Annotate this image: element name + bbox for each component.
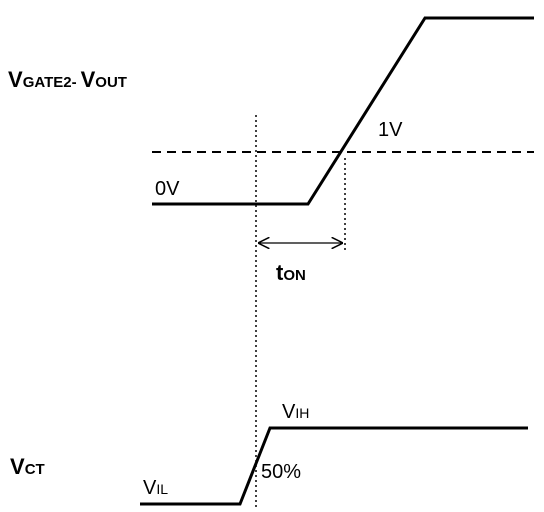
name-sub: IH	[295, 405, 309, 421]
low-label: 0V	[155, 178, 180, 200]
name-part: t	[276, 260, 284, 285]
name-part: V	[282, 401, 296, 423]
vih-label: VIH	[282, 401, 309, 423]
ct-name: VCT	[10, 454, 45, 479]
name-sub: OUT	[95, 74, 127, 91]
name-part: V	[143, 477, 157, 499]
name-sub: IL	[156, 481, 168, 497]
name-part: V	[81, 67, 96, 92]
name-part: V	[8, 67, 23, 92]
name-sub: CT	[25, 461, 45, 478]
name-sub: GATE2-	[23, 74, 77, 91]
vil-label: VIL	[143, 477, 168, 499]
name-part: V	[10, 454, 25, 479]
top-signal-name: VGATE2- VOUT	[8, 67, 127, 92]
name-sub: ON	[283, 267, 306, 284]
delay-label: tON	[276, 260, 306, 285]
ct-waveform	[140, 426, 528, 506]
threshold-label: 50%	[261, 461, 301, 483]
gate-waveform	[152, 16, 534, 206]
high-label: 1V	[378, 119, 403, 141]
